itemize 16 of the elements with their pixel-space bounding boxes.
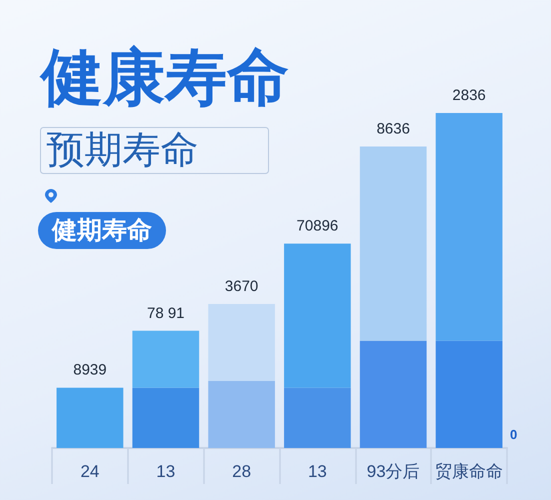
text: 2836 [452,87,486,104]
text: 0 [510,427,518,442]
x-tick-label: 13 [156,462,176,481]
annotation: 8939 [73,362,107,379]
annotation: 8636 [376,120,410,138]
x-tick-label: 28 [232,462,252,481]
annotation: 健期寿命 [51,216,152,244]
x-tick-label: 93分后 [366,462,420,481]
annotation: 78 91 [146,304,185,322]
x-tick-label: 24 [80,462,100,481]
annotation: 70896 [296,218,338,235]
x-tick-label: 贸康命命 [435,462,504,481]
annotation: 3670 [224,278,258,295]
chart-title: 健康寿命 [39,44,289,112]
chart-subtitle: 预期寿命 [46,130,198,172]
x-tick-label: 13 [308,462,327,481]
